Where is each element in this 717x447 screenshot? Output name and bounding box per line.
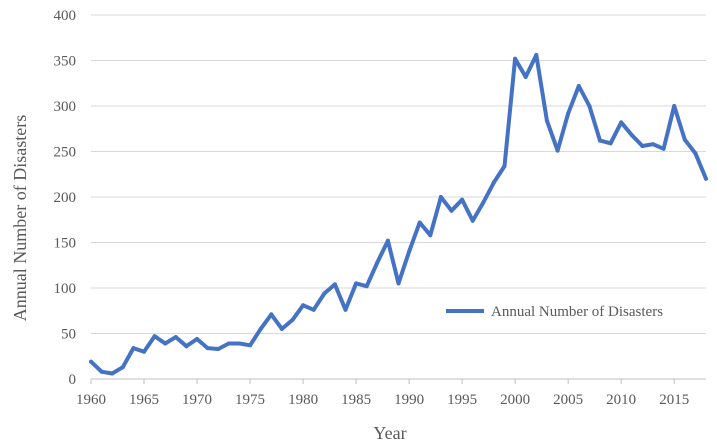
x-tick-label: 1985 <box>341 392 371 408</box>
data-point <box>110 371 115 376</box>
data-point <box>576 84 581 88</box>
series-line <box>89 53 708 376</box>
data-point <box>544 118 549 123</box>
data-point <box>491 180 496 185</box>
data-point <box>513 56 518 61</box>
data-point <box>396 281 401 286</box>
data-point <box>152 334 157 339</box>
data-point <box>311 307 316 312</box>
gridlines <box>91 14 706 380</box>
data-point <box>385 238 390 243</box>
data-point <box>651 142 655 147</box>
data-point <box>460 197 465 202</box>
data-point <box>163 341 168 346</box>
x-tick-label: 2010 <box>606 392 636 408</box>
data-point <box>142 349 146 354</box>
y-tick-label: 350 <box>54 54 77 70</box>
data-point <box>672 104 677 108</box>
data-point <box>343 307 348 312</box>
series-group <box>89 53 708 376</box>
x-tick-label: 2000 <box>500 392 530 408</box>
y-axis-tick-labels: 0 50 100 150 200 250 300 350 400 <box>54 8 77 388</box>
data-point <box>470 218 475 223</box>
data-point <box>481 200 486 205</box>
data-point <box>364 284 369 289</box>
y-tick-label: 150 <box>54 236 77 252</box>
data-point <box>502 164 507 169</box>
x-tick-label: 1990 <box>394 392 424 408</box>
data-point <box>120 365 125 370</box>
data-point <box>216 347 221 351</box>
legend: Annual Number of Disasters <box>446 304 663 320</box>
data-point <box>682 137 687 142</box>
data-point <box>301 303 306 308</box>
data-point <box>555 148 560 153</box>
data-point <box>237 341 242 346</box>
data-point <box>587 104 592 108</box>
data-point <box>438 195 443 199</box>
data-point <box>99 369 104 374</box>
data-point <box>173 335 178 340</box>
data-point <box>279 326 284 331</box>
x-tick-label: 1975 <box>235 392 265 408</box>
data-point <box>332 282 337 287</box>
data-point <box>619 120 624 125</box>
y-axis-title: Annual Number of Disasters <box>10 115 30 321</box>
data-point <box>322 291 327 296</box>
data-point <box>226 341 231 346</box>
data-point <box>248 343 253 348</box>
data-point <box>428 233 433 238</box>
y-tick-label: 0 <box>69 372 77 388</box>
x-tick-label: 1970 <box>182 392 212 408</box>
y-tick-label: 250 <box>54 145 77 161</box>
x-axis-title: Year <box>373 423 406 443</box>
data-point <box>629 133 634 138</box>
data-point <box>598 138 602 143</box>
data-point <box>131 346 136 351</box>
x-tick-label: 1980 <box>288 392 318 408</box>
x-axis-tick-labels: 1960 1965 1970 1975 1980 1985 1990 1995 2000 2005… <box>76 379 689 408</box>
data-point <box>566 111 571 116</box>
x-tick-label: 1995 <box>447 392 477 408</box>
data-point <box>417 220 422 225</box>
data-point <box>449 208 454 213</box>
data-point <box>640 144 645 148</box>
data-point <box>375 260 380 265</box>
y-tick-label: 200 <box>54 190 77 206</box>
data-point <box>693 151 698 156</box>
x-tick-label: 1960 <box>76 392 106 408</box>
data-point <box>269 312 274 317</box>
data-point <box>258 326 263 331</box>
legend-label: Annual Number of Disasters <box>491 304 663 320</box>
y-tick-label: 300 <box>54 99 77 115</box>
y-tick-label: 400 <box>54 8 77 24</box>
data-point <box>534 53 539 57</box>
data-point <box>704 176 708 181</box>
y-tick-label: 50 <box>61 327 76 343</box>
data-point <box>195 337 199 341</box>
y-tick-label: 100 <box>54 281 77 297</box>
x-tick-label: 1965 <box>129 392 159 408</box>
x-tick-label: 2015 <box>659 392 689 408</box>
data-point <box>354 281 359 286</box>
data-point <box>290 317 295 322</box>
data-point <box>184 344 189 349</box>
data-point <box>523 74 528 79</box>
data-point <box>407 249 412 254</box>
data-point <box>89 359 93 364</box>
data-point <box>661 146 666 151</box>
data-point <box>205 346 210 351</box>
x-tick-label: 2005 <box>553 392 583 408</box>
data-point <box>608 141 613 146</box>
